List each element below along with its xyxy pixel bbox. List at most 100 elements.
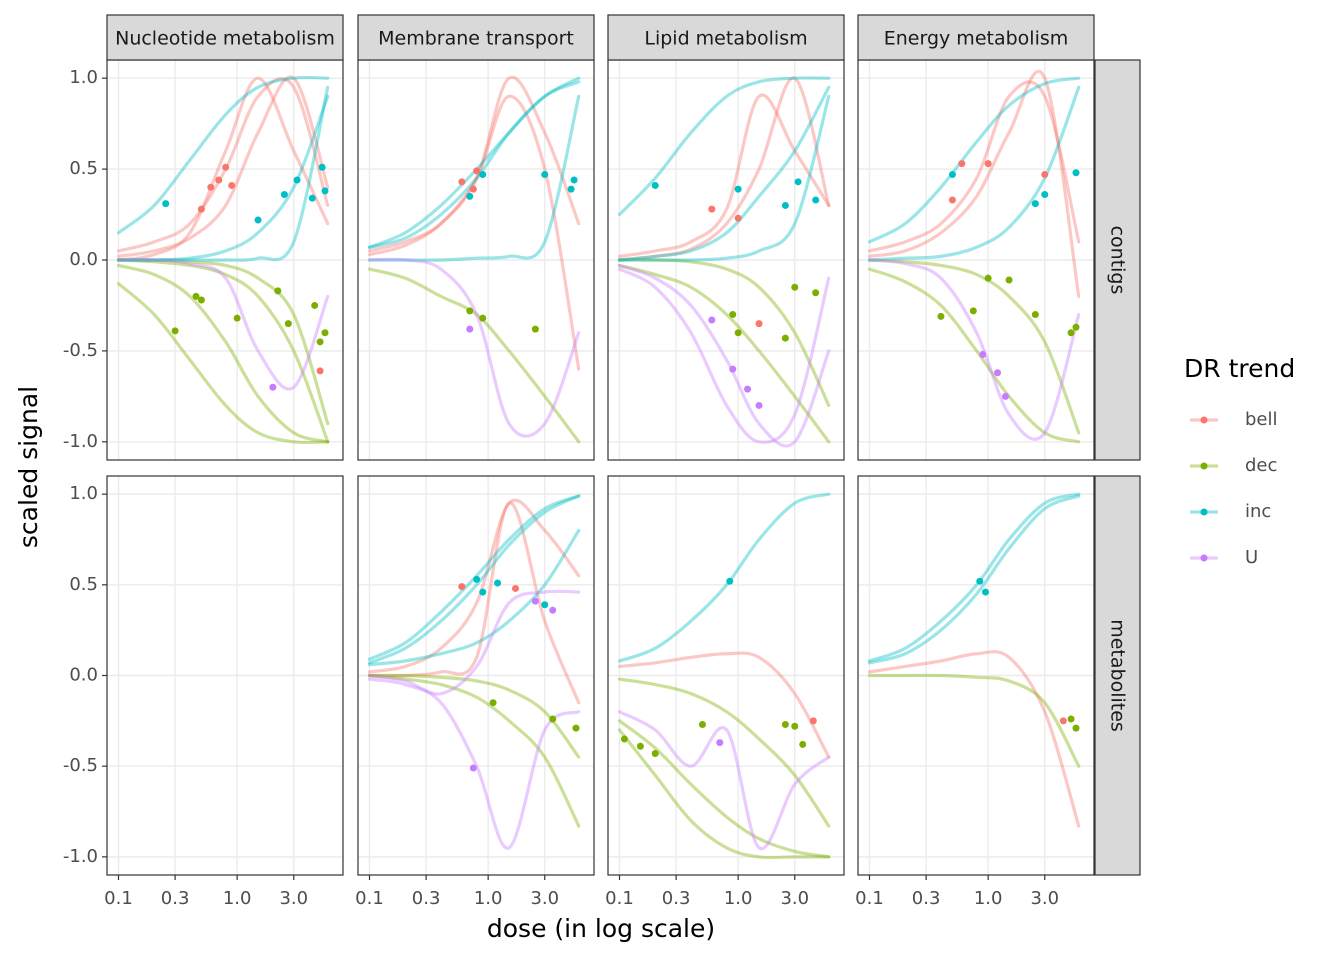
data-point	[479, 588, 487, 596]
dose-response-curve	[867, 267, 1081, 444]
legend-label: bell	[1245, 409, 1278, 430]
y-tick-label: -0.5	[63, 755, 98, 776]
data-point	[466, 325, 474, 333]
data-point	[791, 722, 799, 730]
data-point	[274, 287, 282, 295]
dose-response-curve	[867, 673, 1081, 768]
row-strip	[1094, 59, 1141, 461]
x-tick-label: 0.1	[605, 888, 634, 909]
panel-border	[857, 475, 1095, 876]
y-tick-label: 0.5	[69, 574, 98, 595]
data-point	[744, 385, 752, 393]
data-point	[479, 171, 487, 179]
x-tick-label: 1.0	[724, 888, 753, 909]
data-point	[473, 167, 481, 175]
dose-response-curve	[116, 75, 330, 258]
data-point	[549, 606, 557, 614]
panel-marks	[617, 76, 831, 448]
column-strip-label: Lipid metabolism	[644, 28, 807, 50]
data-point	[541, 601, 549, 609]
dose-response-curve	[617, 492, 831, 663]
data-point	[321, 329, 329, 337]
dose-response-curve	[617, 93, 831, 258]
data-point	[466, 192, 474, 200]
x-tick-label: 0.3	[161, 888, 190, 909]
data-point	[734, 329, 742, 337]
data-point	[233, 314, 241, 322]
data-point	[1005, 276, 1013, 284]
legend-key-point	[1200, 508, 1208, 516]
dose-response-curve	[116, 85, 330, 262]
dose-response-curve	[367, 589, 581, 696]
y-axis-title: scaled signal	[14, 386, 43, 548]
dose-response-curve	[367, 528, 581, 667]
data-point	[469, 764, 477, 772]
data-point	[308, 194, 316, 202]
dose-response-curve	[617, 651, 831, 759]
x-tick-label: 0.3	[912, 888, 941, 909]
dose-response-curve	[367, 501, 581, 705]
x-tick-label: 3.0	[1030, 888, 1059, 909]
data-point	[269, 383, 277, 391]
data-point	[948, 171, 956, 179]
dose-response-curve	[617, 677, 831, 828]
data-point	[716, 739, 724, 747]
dose-response-curve	[867, 492, 1081, 663]
dose-response-curve	[367, 76, 581, 249]
dose-response-curve	[367, 673, 581, 828]
column-strip	[106, 14, 344, 61]
legend-label: U	[1245, 547, 1258, 568]
data-point	[1072, 169, 1080, 177]
dose-response-curve	[116, 76, 330, 253]
data-point	[1072, 724, 1080, 732]
column-strip-label: Energy metabolism	[884, 28, 1069, 50]
data-point	[284, 320, 292, 328]
dose-response-curve	[867, 80, 1081, 253]
legend-label: dec	[1245, 455, 1277, 476]
column-strip-label: Membrane transport	[378, 28, 574, 50]
data-point	[781, 201, 789, 209]
dose-response-curve	[867, 258, 1081, 441]
dose-response-curve	[867, 650, 1081, 828]
data-point	[489, 699, 497, 707]
data-point	[937, 312, 945, 320]
data-point	[755, 401, 763, 409]
legend-key-point	[1200, 462, 1208, 470]
x-tick-label: 3.0	[530, 888, 559, 909]
panel-marks	[867, 492, 1081, 828]
legend-title: DR trend	[1184, 354, 1295, 383]
data-point	[620, 735, 628, 743]
data-point	[197, 205, 205, 213]
data-point	[755, 320, 763, 328]
panel-marks	[617, 492, 831, 860]
dose-response-curve	[617, 263, 831, 444]
data-point	[469, 185, 477, 193]
data-point	[494, 579, 502, 587]
data-point	[708, 316, 716, 324]
x-tick-label: 3.0	[780, 888, 809, 909]
data-point	[799, 740, 807, 748]
data-point	[458, 178, 466, 186]
panel-border	[357, 475, 595, 876]
data-point	[698, 720, 706, 728]
data-point	[812, 196, 820, 204]
data-point	[171, 327, 179, 335]
row-strip	[1094, 475, 1141, 876]
data-point	[976, 577, 984, 585]
data-point	[228, 181, 236, 189]
data-point	[567, 185, 575, 193]
data-point	[791, 283, 799, 291]
x-tick-label: 1.0	[474, 888, 503, 909]
data-point	[541, 171, 549, 179]
data-point	[570, 176, 578, 184]
x-tick-label: 0.1	[355, 888, 384, 909]
dose-response-curve	[367, 75, 581, 253]
data-point	[1059, 717, 1067, 725]
dose-response-curve	[867, 258, 1081, 435]
data-point	[636, 742, 644, 750]
data-point	[994, 369, 1002, 377]
data-point	[458, 583, 466, 591]
dose-response-curve	[617, 267, 831, 444]
data-point	[531, 325, 539, 333]
data-point	[572, 724, 580, 732]
